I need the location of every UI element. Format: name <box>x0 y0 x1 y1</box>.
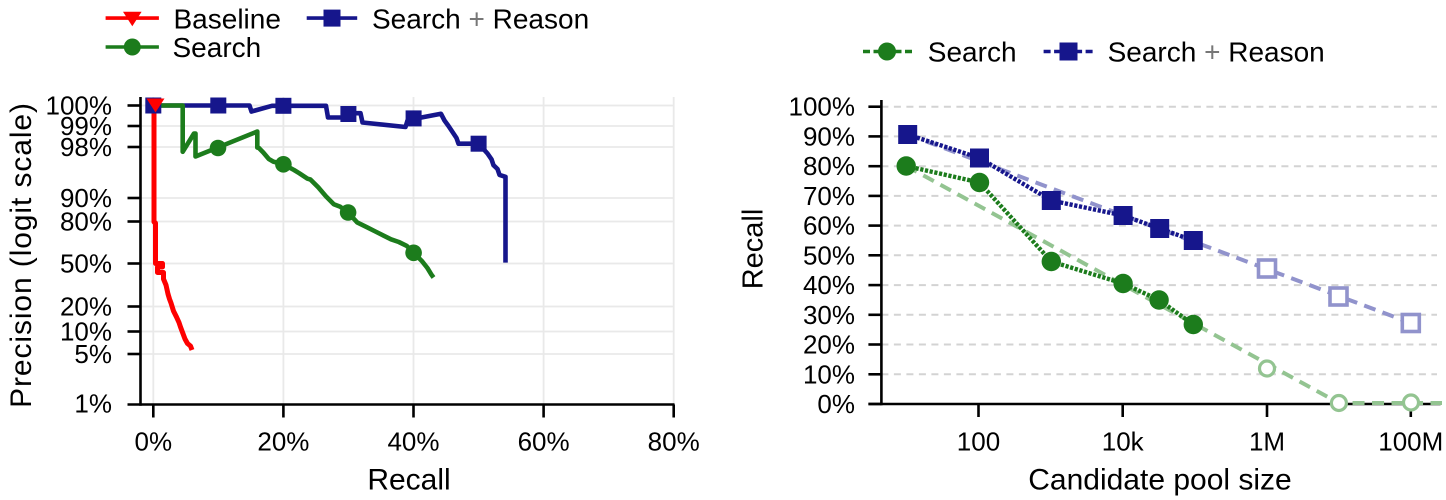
svg-text:30%: 30% <box>803 300 855 330</box>
svg-text:Precision (logit scale): Precision (logit scale) <box>5 102 38 408</box>
svg-text:99%: 99% <box>60 111 112 141</box>
svg-text:20%: 20% <box>257 426 309 456</box>
svg-text:100%: 100% <box>46 91 113 121</box>
svg-text:40%: 40% <box>387 426 439 456</box>
svg-text:100: 100 <box>957 426 1000 456</box>
svg-text:80%: 80% <box>803 151 855 181</box>
svg-text:5%: 5% <box>74 339 112 369</box>
svg-text:1%: 1% <box>74 389 112 419</box>
svg-text:98%: 98% <box>60 132 112 162</box>
svg-text:60%: 60% <box>518 426 570 456</box>
svg-text:70%: 70% <box>803 181 855 211</box>
svg-text:90%: 90% <box>803 121 855 151</box>
svg-text:100M: 100M <box>1378 426 1443 456</box>
svg-text:60%: 60% <box>803 211 855 241</box>
svg-text:0%: 0% <box>135 426 173 456</box>
svg-text:Search: Search <box>928 37 1017 68</box>
svg-text:100%: 100% <box>789 92 856 122</box>
svg-text:80%: 80% <box>60 207 112 237</box>
svg-text:Search + Reason: Search + Reason <box>1108 37 1325 68</box>
svg-text:20%: 20% <box>60 292 112 322</box>
svg-text:Recall: Recall <box>367 463 450 496</box>
svg-text:10%: 10% <box>60 317 112 347</box>
svg-text:1M: 1M <box>1249 426 1285 456</box>
svg-text:20%: 20% <box>803 330 855 360</box>
svg-text:Recall: Recall <box>738 209 770 290</box>
svg-text:Baseline: Baseline <box>174 3 281 34</box>
svg-text:50%: 50% <box>60 249 112 279</box>
svg-text:Candidate pool size: Candidate pool size <box>1028 463 1292 496</box>
svg-text:50%: 50% <box>803 240 855 270</box>
svg-text:10%: 10% <box>803 359 855 389</box>
svg-text:90%: 90% <box>60 183 112 213</box>
svg-text:Search + Reason: Search + Reason <box>372 3 589 34</box>
svg-text:10k: 10k <box>1102 426 1145 456</box>
svg-text:40%: 40% <box>803 270 855 300</box>
svg-text:Search: Search <box>173 32 262 63</box>
svg-text:80%: 80% <box>648 426 700 456</box>
svg-text:0%: 0% <box>817 389 855 419</box>
